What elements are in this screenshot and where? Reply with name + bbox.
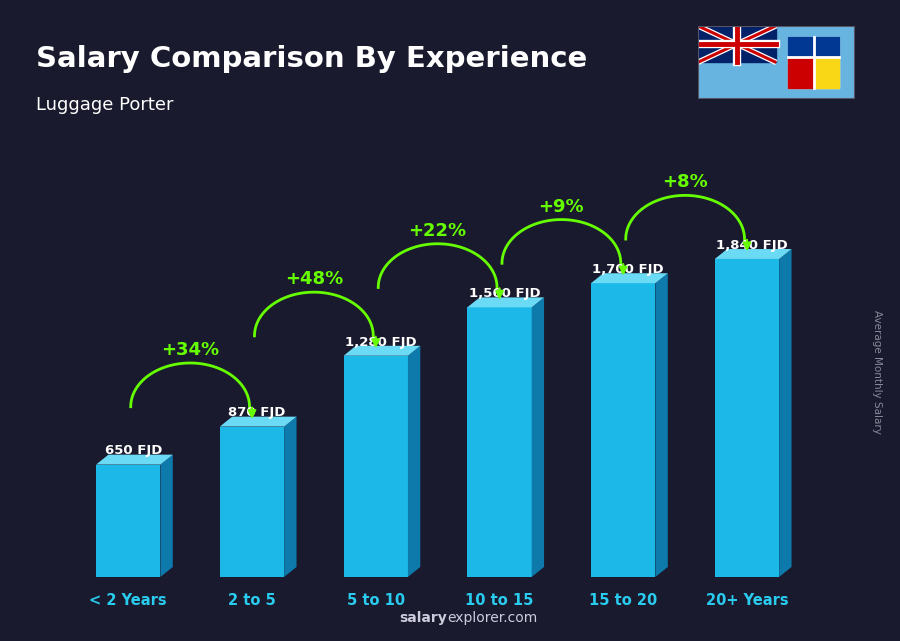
Bar <box>698 26 776 62</box>
Bar <box>788 57 814 88</box>
Text: Luggage Porter: Luggage Porter <box>36 96 174 114</box>
Text: 1,840 FJD: 1,840 FJD <box>716 239 788 252</box>
Polygon shape <box>715 249 792 259</box>
Bar <box>814 57 839 88</box>
Bar <box>715 259 779 577</box>
Text: +9%: +9% <box>538 197 584 215</box>
Text: 1,280 FJD: 1,280 FJD <box>345 336 417 349</box>
Polygon shape <box>591 273 668 283</box>
Text: +48%: +48% <box>284 270 343 288</box>
Bar <box>788 37 839 57</box>
Polygon shape <box>467 297 544 307</box>
Bar <box>467 307 532 577</box>
Text: 1,560 FJD: 1,560 FJD <box>469 287 540 300</box>
Text: +8%: +8% <box>662 174 708 192</box>
Polygon shape <box>220 417 297 426</box>
Polygon shape <box>655 273 668 577</box>
Text: 1,700 FJD: 1,700 FJD <box>592 263 664 276</box>
Bar <box>220 426 284 577</box>
Text: Salary Comparison By Experience: Salary Comparison By Experience <box>36 45 587 73</box>
Text: +22%: +22% <box>409 222 467 240</box>
Bar <box>96 465 160 577</box>
Polygon shape <box>344 345 420 356</box>
Text: +34%: +34% <box>161 341 220 359</box>
Polygon shape <box>160 454 173 577</box>
Polygon shape <box>408 345 420 577</box>
Text: Average Monthly Salary: Average Monthly Salary <box>872 310 883 434</box>
Polygon shape <box>779 249 792 577</box>
Text: explorer.com: explorer.com <box>447 611 537 625</box>
Text: salary: salary <box>400 611 447 625</box>
Polygon shape <box>96 454 173 465</box>
Bar <box>591 283 655 577</box>
Text: 650 FJD: 650 FJD <box>104 444 162 458</box>
Polygon shape <box>284 417 297 577</box>
Bar <box>344 356 408 577</box>
Bar <box>788 37 839 88</box>
Polygon shape <box>532 297 544 577</box>
Text: 870 FJD: 870 FJD <box>229 406 285 419</box>
